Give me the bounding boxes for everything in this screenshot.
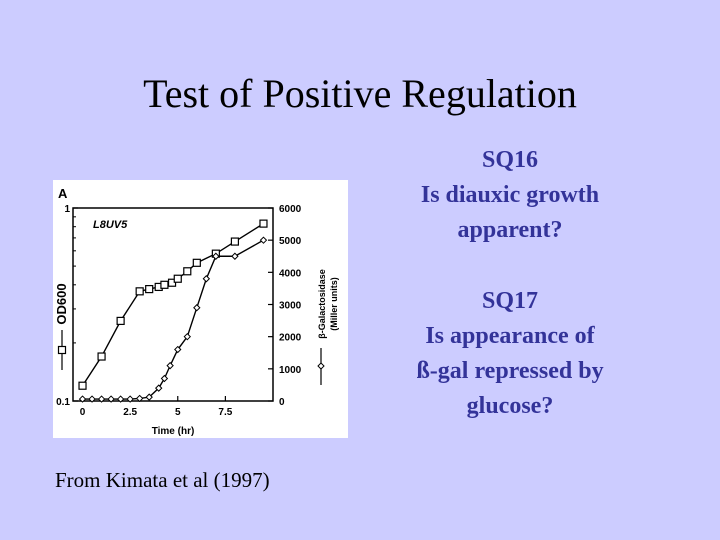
question-line: SQ16 [481,147,538,173]
series-point-square [116,316,125,326]
figure-background [53,180,348,438]
left-tick-label: 0.1 [56,397,70,408]
series-point-diamond [160,374,169,383]
question-line: ß-gal repressed by [416,358,604,384]
series-point-diamond [212,252,220,260]
legend [57,330,325,385]
legend-marker-square [57,345,67,355]
series-point-diamond [202,275,211,283]
series-point-square [135,287,144,296]
x-tick-label: 2.5 [123,407,137,418]
series-point-square [183,267,192,276]
figure-citation: From Kimata et al (1997) [55,468,270,492]
series-point-square [192,258,201,267]
right-tick-label: 0 [279,397,285,408]
series-point-diamond [183,332,191,341]
x-tick-label: 0 [80,407,86,418]
right-tick-label: 3000 [279,301,302,312]
series-point-diamond [155,384,163,392]
series-point-diamond [78,395,87,403]
strain-label: L8UV5 [93,219,128,231]
series-point-square [173,274,182,283]
question-line: apparent? [457,217,563,243]
left-axis-ticks: 10.1 [56,204,78,408]
series-point-diamond [193,304,201,312]
series-point-diamond [116,395,125,403]
question-sq17: SQ17 Is appearance of ß-gal repressed by… [380,284,640,424]
right-tick-label: 6000 [279,204,302,215]
legend-marker-diamond [317,362,325,370]
question-sq16: SQ16 Is diauxic growth apparent? [380,143,640,248]
right-axis-sublabel: (Miller units) [329,277,339,331]
right-tick-label: 1000 [279,365,302,376]
series-point-diamond [166,361,174,370]
question-line: SQ17 [481,288,538,314]
series-point-diamond [135,394,144,403]
series-point-square [160,280,169,289]
series-point-square [259,219,268,228]
right-tick-label: 2000 [279,333,302,344]
series-point-diamond [231,252,239,260]
diauxic-growth-figure: A L8UV5 0 2.5 5 7.5 10.1 010002000300040005… [53,180,348,438]
right-tick-label: 5000 [279,236,302,247]
series-point-diamond [126,395,134,403]
panel-label: A [58,186,68,201]
x-tick-label: 7.5 [218,407,232,418]
data-series [78,219,268,403]
series-point-diamond [107,395,115,403]
left-tick-label: 1 [64,204,70,215]
right-axis-ticks: 0 1000 2000 3000 4000 5000 6000 [268,204,302,408]
series-point-square [97,352,106,361]
question-line: Is diauxic growth [420,182,600,208]
series-point-square [230,237,240,246]
x-tick-label: 5 [175,407,181,418]
series-point-square [78,381,87,390]
x-axis-label: Time (hr) [152,426,195,437]
series-point-diamond [259,236,268,244]
series-point-square [145,285,154,294]
slide-title: Test of Positive Regulation [143,71,577,116]
question-line: Is appearance of [425,323,595,349]
series-point-diamond [145,393,153,401]
series-point-diamond [97,395,106,403]
right-tick-label: 4000 [279,268,302,279]
series-point-diamond [88,395,96,403]
question-line: glucose? [466,393,554,419]
series-point-diamond [174,345,182,354]
left-axis-label: OD600 [54,283,69,324]
right-axis-label: β-Galactosidase [317,269,327,339]
